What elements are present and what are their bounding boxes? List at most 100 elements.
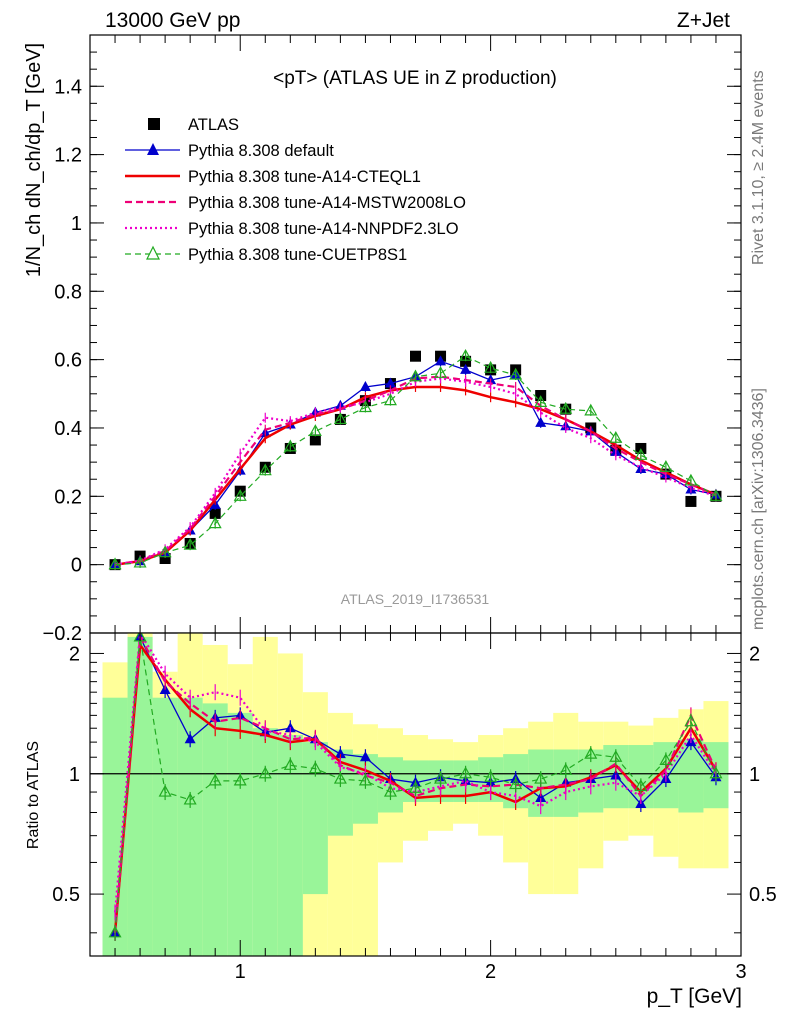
- ratio-band-inner: [678, 739, 704, 813]
- ratio-y-tick-label: 0.5: [52, 884, 80, 906]
- legend-item: Pythia 8.308 default: [125, 142, 334, 160]
- mcplots-label: mcplots.cern.ch [arXiv:1306.3436]: [750, 388, 767, 630]
- series-marker: [659, 460, 673, 472]
- series-marker: [308, 424, 322, 436]
- x-tick-label: 1: [235, 961, 246, 983]
- main-y-tick-label: −0.2: [43, 623, 82, 645]
- series-line: [114, 385, 717, 566]
- ratio-marker: [383, 784, 397, 797]
- ratio-marker: [535, 791, 547, 802]
- main-y-tick-label: 0.4: [54, 418, 82, 440]
- main-y-tick-label: 0.8: [54, 281, 82, 303]
- x-tick-label: 3: [735, 961, 746, 983]
- legend-marker: [147, 143, 159, 155]
- x-tick-label: 2: [485, 961, 496, 983]
- plot-title: <pT> (ATLAS UE in Z production): [273, 68, 557, 89]
- ratio-band-inner: [202, 703, 228, 956]
- ratio-marker: [183, 792, 197, 805]
- atlas-data-point: [209, 507, 221, 519]
- ratio-marker: [484, 770, 498, 782]
- legend-item: Pythia 8.308 tune-CUETP8S1: [125, 245, 407, 264]
- ratio-marker: [609, 749, 623, 762]
- legend-label: Pythia 8.308 tune-A14-NNPDF2.3LO: [188, 220, 459, 238]
- ratio-marker: [459, 766, 473, 779]
- collision-label: 13000 GeV pp: [105, 9, 240, 32]
- series-marker: [108, 557, 122, 570]
- ratio-panel: 0.5 0.5 1 1 2 2 1 2 3 Ratio to ATLAS p_T [GeV]: [25, 632, 777, 1008]
- main-y-tick-label: 1: [71, 213, 82, 235]
- series-2: [114, 381, 717, 570]
- atlas-data-point: [159, 553, 171, 565]
- atlas-data-point: [309, 434, 321, 446]
- series-marker: [559, 401, 573, 414]
- main-y-tick-label: 1.2: [54, 145, 82, 167]
- series-marker: [283, 439, 297, 452]
- series-marker: [434, 366, 448, 378]
- process-label: Z+Jet: [677, 9, 730, 32]
- series-marker: [584, 403, 598, 416]
- atlas-data-point: [460, 355, 472, 367]
- series-marker: [258, 463, 272, 476]
- ratio-y-tick-label-right: 1: [749, 764, 760, 786]
- series-marker: [484, 360, 498, 373]
- ratio-marker: [184, 733, 196, 744]
- ratio-marker: [158, 784, 172, 797]
- legend-label: Pythia 8.308 default: [188, 142, 334, 160]
- series-5: [108, 348, 723, 570]
- series-marker: [158, 545, 172, 558]
- ratio-marker: [233, 773, 247, 786]
- ratio-y-tick-label: 2: [69, 643, 80, 665]
- legend-marker: [146, 245, 160, 260]
- ratio-y-tick-label-right: 0.5: [749, 884, 777, 906]
- ratio-series-4: [108, 633, 723, 941]
- ratio-marker: [534, 771, 548, 784]
- ratio-marker: [334, 748, 346, 759]
- watermark-label: ATLAS_2019_I1736531: [341, 591, 490, 607]
- atlas-data-point: [410, 350, 421, 362]
- ratio-marker: [359, 751, 371, 762]
- ratio-y-tick-label: 1: [69, 764, 80, 786]
- ratio-marker: [584, 746, 598, 759]
- ratio-marker: [358, 773, 372, 786]
- series-marker: [383, 393, 397, 406]
- series-marker: [233, 489, 247, 501]
- main-y-tick-label: 0.2: [54, 486, 82, 508]
- series-marker: [208, 516, 222, 529]
- series-marker: [709, 489, 723, 501]
- series-marker: [435, 355, 447, 366]
- legend-label: Pythia 8.308 tune-CUETP8S1: [188, 246, 407, 264]
- ratio-band-inner: [127, 636, 153, 956]
- series-line: [114, 377, 717, 566]
- legend-item: Pythia 8.308 tune-A14-MSTW2008LO: [125, 194, 466, 212]
- ratio-marker: [434, 771, 448, 784]
- ratio-marker: [258, 766, 272, 779]
- ratio-marker: [610, 769, 622, 780]
- x-axis-label: p_T [GeV]: [647, 985, 742, 1008]
- ratio-band-inner: [227, 712, 253, 956]
- series-3: [114, 371, 717, 570]
- ratio-marker: [408, 780, 423, 793]
- ratio-marker: [659, 753, 673, 766]
- main-y-axis-label: 1/N_ch dN_ch/dp_T [GeV]: [23, 43, 45, 277]
- ratio-marker: [333, 771, 347, 784]
- main-y-tick-label: 1.4: [54, 76, 82, 98]
- ratio-y-tick-label-right: 2: [749, 643, 760, 665]
- legend-label: Pythia 8.308 tune-A14-CTEQL1: [188, 168, 421, 186]
- ratio-marker: [208, 773, 222, 786]
- legend-item: Pythia 8.308 tune-A14-NNPDF2.3LO: [125, 220, 459, 238]
- ratio-marker: [559, 763, 573, 775]
- ratio-marker: [709, 766, 723, 779]
- legend-label: ATLAS: [188, 116, 239, 134]
- main-y-tick-label: 0.6: [54, 350, 82, 372]
- legend-label: Pythia 8.308 tune-A14-MSTW2008LO: [188, 194, 466, 212]
- ratio-marker: [634, 779, 648, 791]
- ratio-marker: [308, 761, 322, 774]
- main-panel: −0.2 0 0.2 0.4 0.6 0.8 1 1.2 1.4 <pT> (ATLAS UE …: [23, 34, 742, 645]
- series-marker: [634, 448, 648, 460]
- series-marker: [534, 395, 548, 407]
- series-marker: [535, 416, 547, 427]
- series-marker: [133, 555, 147, 568]
- ratio-marker: [283, 758, 297, 770]
- ratio-marker: [509, 777, 523, 790]
